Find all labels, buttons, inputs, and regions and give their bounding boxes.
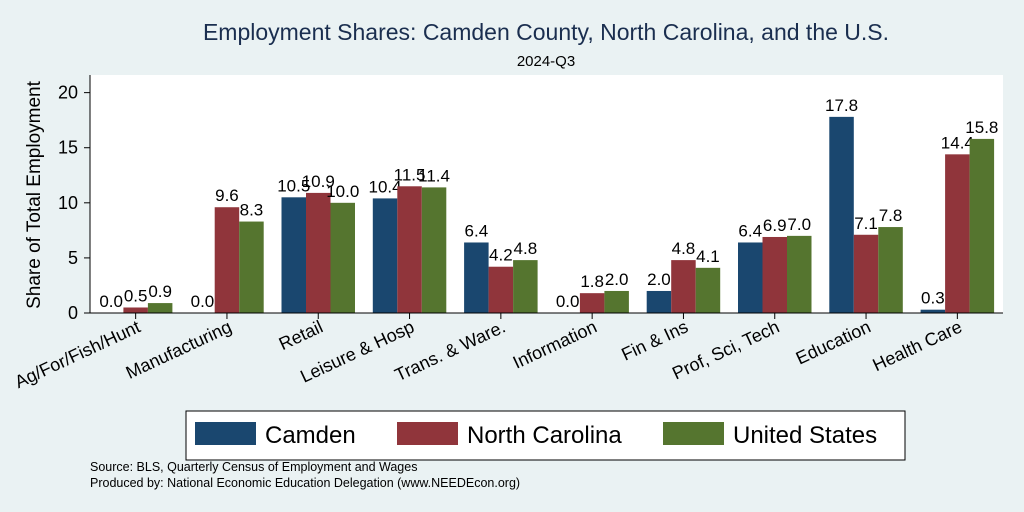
- chart-subtitle: 2024-Q3: [517, 53, 575, 70]
- bar-north-carolina: [579, 293, 605, 313]
- x-tick-label: Education: [793, 316, 874, 368]
- bars: 0.0 0.5 0.90.09.68.310.510.910.0 10.411.511…: [99, 96, 998, 314]
- data-label: 6.9: [763, 216, 787, 235]
- x-tick-label: Fin & Ins: [618, 316, 691, 364]
- data-label: 0.9: [148, 282, 172, 301]
- x-tick-label: Retail: [276, 316, 326, 354]
- data-label: 1.8: [580, 272, 604, 291]
- legend-label: Camden: [265, 422, 356, 449]
- bar-united-states: [239, 221, 264, 313]
- legend-box: [185, 410, 906, 461]
- data-label: 2.0: [605, 270, 629, 289]
- data-label: 11.4: [418, 166, 450, 185]
- data-label: 7.8: [879, 206, 903, 225]
- data-label: 14.4: [941, 133, 974, 152]
- source-note: Source: BLS, Quarterly Census of Employm…: [90, 460, 417, 474]
- bar-camden: [829, 116, 854, 314]
- data-label: 0.0: [191, 292, 215, 311]
- data-label: 0.5: [124, 286, 148, 305]
- y-tick-label: 10: [58, 193, 78, 213]
- bar-north-carolina: [397, 186, 422, 313]
- data-label: 0.0: [556, 292, 580, 311]
- data-label: 8.3: [240, 201, 264, 220]
- data-label: 4.2: [489, 246, 513, 265]
- bar-north-carolina: [123, 307, 148, 313]
- x-tick-label: Health Care: [870, 316, 966, 375]
- bar-united-states: [147, 303, 173, 313]
- x-tick-label: Information: [510, 316, 600, 372]
- bar-united-states: [421, 187, 447, 313]
- bar-united-states: [878, 227, 903, 313]
- data-label: 2.0: [647, 270, 671, 289]
- bar-camden: [738, 242, 763, 313]
- data-label: 6.4: [465, 221, 489, 240]
- bar-united-states: [513, 260, 538, 313]
- legend-label: North Carolina: [467, 422, 622, 449]
- data-label: 7.1: [854, 214, 878, 233]
- bar-united-states: [604, 290, 629, 313]
- data-label: 0.3: [921, 289, 945, 308]
- legend-label: United States: [733, 422, 877, 449]
- data-label: 15.8: [965, 118, 998, 137]
- bar-camden: [281, 197, 306, 313]
- data-label: 10.4: [369, 177, 402, 196]
- data-label: 4.1: [696, 247, 720, 266]
- y-tick-label: 0: [68, 303, 78, 323]
- data-label: 0.0: [99, 292, 123, 311]
- y-tick-label: 20: [58, 83, 78, 103]
- bar-camden: [464, 242, 489, 313]
- producer-note: Produced by: National Economic Education…: [90, 476, 520, 490]
- chart-title: Employment Shares: Camden County, North …: [203, 19, 889, 45]
- bar-camden: [372, 198, 398, 313]
- bar-camden: [920, 309, 946, 313]
- bar-camden: [646, 290, 672, 313]
- y-axis-label: Share of Total Employment: [24, 80, 45, 308]
- bar-north-carolina: [945, 154, 970, 313]
- data-label: 10.9: [302, 172, 335, 191]
- x-tick-label: Manufacturing: [123, 316, 235, 382]
- data-label: 4.8: [672, 239, 696, 258]
- legend: Camden North Carolina United States: [185, 410, 906, 461]
- legend-swatch: [397, 422, 458, 445]
- bar-united-states: [969, 138, 995, 313]
- data-label: 11.5: [394, 165, 426, 184]
- data-label: 17.8: [825, 96, 858, 115]
- bar-north-carolina: [306, 192, 331, 313]
- bar-north-carolina: [671, 260, 696, 313]
- data-label: 10.5: [277, 176, 310, 195]
- bar-north-carolina: [488, 266, 514, 313]
- bar-north-carolina: [762, 236, 787, 313]
- bar-united-states: [787, 235, 812, 313]
- data-label: 9.6: [215, 186, 239, 205]
- y-tick-label: 5: [68, 248, 78, 268]
- y-tick-label: 15: [58, 138, 78, 158]
- x-tick-label: Ag/For/Fish/Hunt: [12, 316, 144, 392]
- data-label: 4.8: [514, 239, 538, 258]
- data-label: 7.0: [787, 215, 811, 234]
- legend-swatch: [663, 422, 724, 445]
- data-label: 6.4: [738, 221, 762, 240]
- legend-swatch: [195, 422, 256, 445]
- data-label: 10.0: [326, 182, 359, 201]
- bar-north-carolina: [853, 234, 879, 313]
- bar-united-states: [330, 202, 355, 313]
- bar-united-states: [695, 267, 721, 313]
- bar-north-carolina: [214, 207, 240, 313]
